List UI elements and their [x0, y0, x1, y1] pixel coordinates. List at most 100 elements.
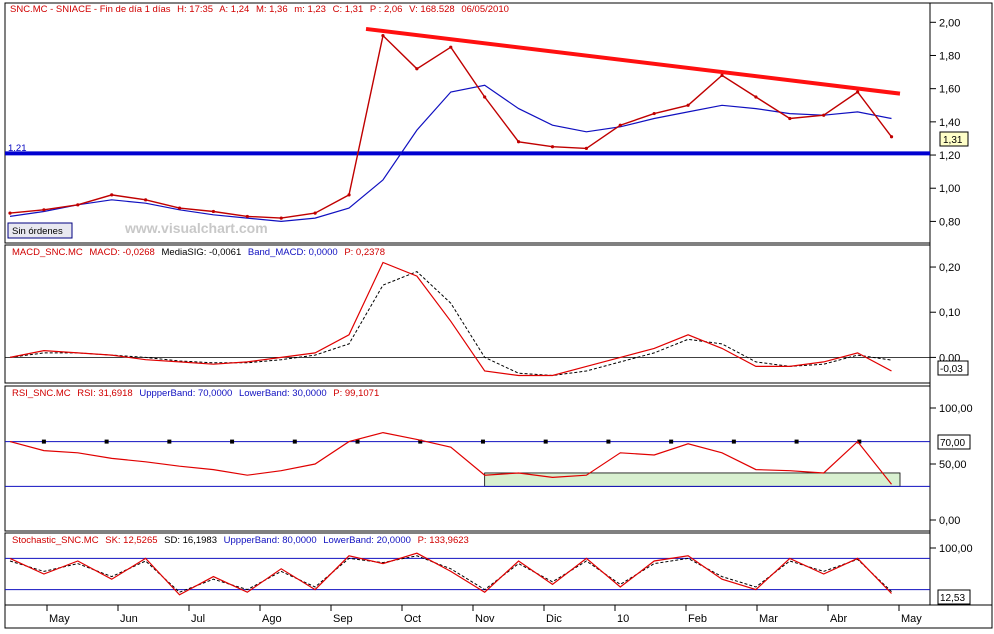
rsi-range-box — [484, 472, 901, 487]
price-point — [110, 193, 114, 197]
orders-badge[interactable]: Sin órdenes — [12, 226, 63, 237]
macd-panel[interactable] — [4, 244, 931, 384]
price-point — [415, 67, 419, 71]
rsi-band-marker — [794, 439, 799, 444]
price-point — [618, 123, 622, 127]
price-point — [42, 208, 46, 212]
price-point — [720, 73, 724, 77]
rsi-band-marker — [606, 439, 611, 444]
rsi-header-field-upper: UppperBand: 70,0000 — [139, 388, 232, 399]
rsi-band-marker — [292, 439, 297, 444]
price-point — [245, 214, 249, 219]
macd-tick-label: 0,20 — [939, 262, 960, 274]
macd-signal-line — [9, 271, 892, 377]
price-point — [279, 216, 283, 220]
rsi-band-marker — [104, 439, 109, 444]
stoch-sk-line — [9, 552, 892, 596]
rsi-header-field-rsi: RSI: 31,6918 — [77, 388, 132, 399]
price-panel[interactable] — [4, 2, 931, 244]
rsi-band-marker — [857, 439, 862, 444]
price-tick-label: 1,00 — [939, 183, 960, 195]
orders-badge-box[interactable] — [7, 222, 73, 239]
stoch-header-field-p: P: 133,9623 — [418, 535, 469, 546]
rsi-band-marker — [167, 439, 172, 444]
price-point — [8, 211, 12, 215]
price-tick-label: 1,80 — [939, 50, 960, 62]
rsi-band-label: 70,00 — [940, 438, 965, 449]
moving-average-line — [9, 84, 892, 223]
time-tick-label: Mar — [759, 613, 778, 625]
price-header-field-h: H: 17:35 — [177, 4, 213, 15]
rsi-panel[interactable] — [4, 385, 931, 532]
price-point — [550, 145, 555, 149]
price-header-field-a: A: 1,24 — [219, 4, 249, 15]
price-point — [144, 198, 148, 202]
time-tick-label: 10 — [617, 613, 629, 625]
macd-header-field-macd: MACD: -0,0268 — [89, 247, 154, 258]
macd-header-field-band: Band_MACD: 0,0000 — [248, 247, 338, 258]
price-last-label: 1,31 — [943, 135, 963, 146]
price-point — [856, 90, 860, 94]
rsi-tick-label: 50,00 — [939, 459, 967, 471]
time-tick-label: Dic — [546, 613, 562, 625]
rsi-header-field-p: P: 99,1071 — [333, 388, 379, 399]
support-label: 1.21 — [8, 143, 27, 154]
price-header-field-m: M: 1,36 — [256, 4, 288, 15]
price-point — [754, 95, 758, 99]
price-tick-label: 1,40 — [939, 117, 960, 129]
price-header: SNC.MC - SNIACE - Fin de día 1 días H: 1… — [10, 4, 509, 15]
stoch-last-label: 12,53 — [940, 593, 965, 604]
watermark: www.visualchart.com — [124, 220, 268, 236]
macd-header-title: MACD_SNC.MC — [12, 247, 83, 258]
price-point — [483, 95, 487, 99]
price-point — [449, 45, 453, 49]
time-tick-label: May — [49, 613, 70, 625]
rsi-band-box — [937, 434, 971, 450]
macd-header: MACD_SNC.MC MACD: -0,0268 MediaSIG: -0,0… — [12, 247, 385, 258]
time-tick-label: Jun — [120, 613, 138, 625]
time-tick-label: Ago — [262, 613, 282, 625]
rsi-header-field-lower: LowerBand: 30,0000 — [239, 388, 327, 399]
price-header-field-min: m: 1,23 — [294, 4, 326, 15]
rsi-header: RSI_SNC.MC RSI: 31,6918 UppperBand: 70,0… — [12, 388, 379, 399]
price-point — [381, 33, 385, 38]
price-point — [211, 209, 216, 214]
price-point — [313, 211, 317, 215]
price-point — [177, 206, 182, 210]
stoch-header-field-sd: SD: 16,1983 — [164, 535, 217, 546]
price-header-field-c: C: 1,31 — [333, 4, 364, 15]
price-point — [76, 203, 80, 207]
price-point — [584, 146, 588, 150]
rsi-band-marker — [731, 439, 736, 444]
stoch-sd-line — [9, 555, 892, 593]
price-last-box — [939, 131, 969, 147]
rsi-band-marker — [230, 439, 235, 444]
price-tick-label: 1,60 — [939, 84, 960, 96]
price-point — [889, 135, 894, 139]
time-tick-label: May — [901, 613, 922, 625]
rsi-band-marker — [355, 439, 360, 444]
time-tick-label: Abr — [830, 613, 847, 625]
stoch-header-field-lower: LowerBand: 20,0000 — [323, 535, 411, 546]
time-tick-label: Feb — [688, 613, 707, 625]
rsi-band-marker — [41, 439, 46, 444]
price-point — [347, 193, 351, 197]
macd-last-label: -0,03 — [940, 364, 963, 375]
time-axis — [4, 604, 993, 629]
stoch-header-field-upper: UppperBand: 80,0000 — [224, 535, 317, 546]
price-tick-label: 0,80 — [939, 216, 960, 228]
price-point — [686, 103, 690, 107]
price-point — [788, 116, 792, 121]
price-header-field-v: V: 168.528 — [409, 4, 455, 15]
rsi-tick-label: 0,00 — [939, 515, 960, 527]
price-tick-label: 1,20 — [939, 150, 960, 162]
rsi-band-marker — [418, 439, 423, 444]
macd-header-field-sig: MediaSIG: -0,0061 — [162, 247, 242, 258]
stoch-header-title: Stochastic_SNC.MC — [12, 535, 99, 546]
price-point — [516, 140, 521, 144]
rsi-line — [9, 431, 892, 485]
price-header-title: SNC.MC - SNIACE - Fin de día 1 días — [10, 4, 171, 15]
time-tick-label: Sep — [333, 613, 353, 625]
stoch-panel[interactable] — [4, 532, 931, 606]
